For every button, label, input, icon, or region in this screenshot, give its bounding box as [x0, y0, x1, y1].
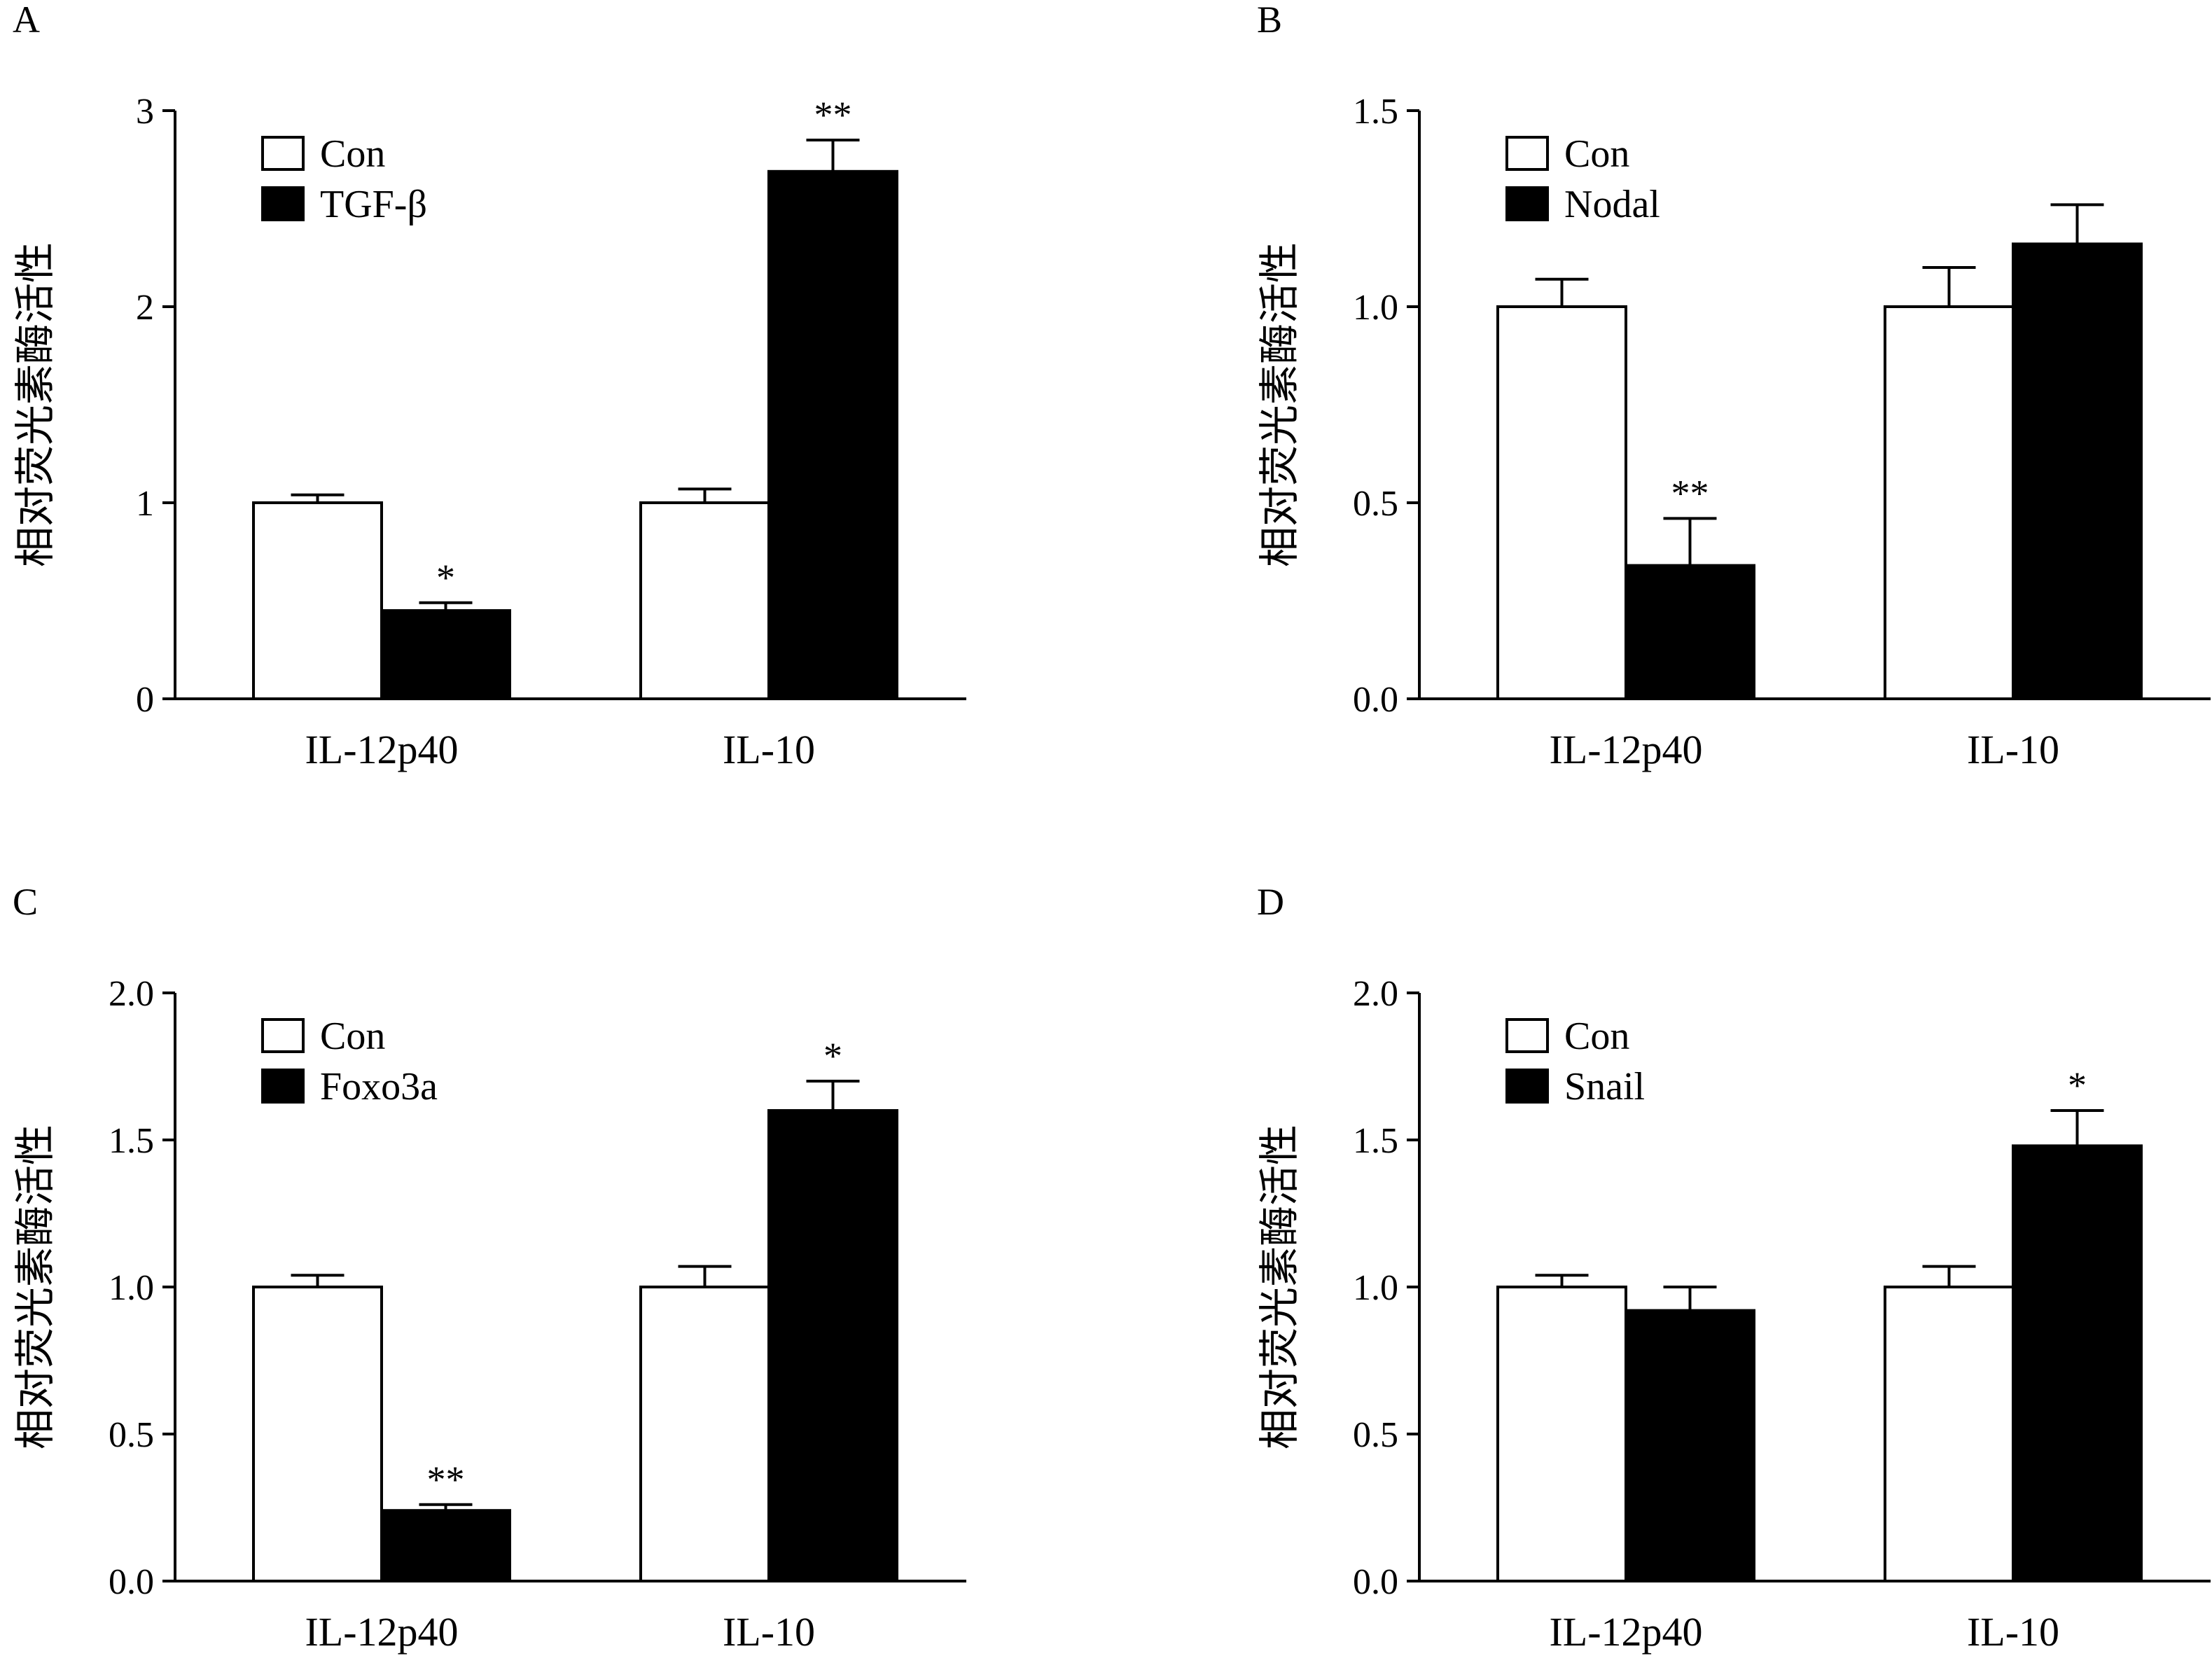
y-axis-label: 相对荧光素酶活性	[13, 242, 58, 567]
x-tick-label: IL-12p40	[305, 727, 458, 772]
y-tick-label: 0.5	[1353, 1415, 1398, 1455]
bar-con-il10	[1884, 1286, 2015, 1582]
bar-snail-il10	[2012, 1144, 2143, 1582]
bar-con-il12p40	[252, 1286, 383, 1582]
bar-nodal-il12p40	[1625, 564, 1755, 700]
bar-con-il12p40	[1496, 1286, 1627, 1582]
y-tick-label: 1	[136, 484, 154, 524]
chart-panel-c: C 0.0 0.5 1.0 1.5 2.0 相对荧光素酶活性 ** IL-12p40 * IL-10…	[13, 881, 966, 1655]
y-tick-label: 1.5	[1353, 92, 1398, 132]
x-tick-label: IL-12p40	[1549, 1609, 1702, 1655]
bar-nodal-il10	[2012, 242, 2143, 700]
bar-tgf-il12p40	[380, 609, 511, 700]
legend-swatch	[1505, 136, 1549, 171]
legend-label: TGF-β	[320, 183, 427, 226]
chart-panel-d: D 0.0 0.5 1.0 1.5 2.0 相对荧光素酶活性 IL-12p40 * IL-10 Co…	[1257, 881, 2211, 1655]
y-tick-label: 1.0	[1353, 1268, 1398, 1308]
panel-label: C	[13, 881, 38, 923]
panel-label: A	[13, 0, 40, 41]
bar-con-il12p40	[252, 501, 383, 700]
significance-label: *	[2068, 1064, 2087, 1106]
y-tick-label: 0.5	[1353, 484, 1398, 524]
y-tick-label: 0.0	[109, 1562, 154, 1602]
legend-swatch	[261, 136, 305, 171]
legend-swatch	[261, 1069, 305, 1104]
x-tick-label: IL-10	[1967, 1609, 2059, 1655]
x-tick-label: IL-10	[1967, 727, 2059, 772]
chart-panel-b: B 0.0 0.5 1.0 1.5 相对荧光素酶活性 ** IL-12p40 IL-10 Con N…	[1257, 0, 2211, 772]
x-tick-label: IL-12p40	[305, 1609, 458, 1655]
y-tick-label: 0.0	[1353, 680, 1398, 720]
y-axis-label: 相对荧光素酶活性	[1257, 1125, 1302, 1449]
legend-label: Nodal	[1564, 183, 1660, 226]
panel-label: D	[1257, 881, 1284, 923]
bar-con-il10	[639, 501, 770, 700]
significance-label: *	[823, 1035, 842, 1077]
legend-swatch	[261, 1018, 305, 1053]
legend-label: Snail	[1564, 1065, 1645, 1108]
y-axis-label: 相对荧光素酶活性	[1257, 242, 1302, 567]
legend-label: Con	[320, 1015, 385, 1058]
legend-label: Con	[1564, 132, 1629, 176]
bar-foxo3a-il10	[767, 1109, 898, 1582]
bar-tgf-il10	[767, 169, 898, 701]
y-axis-label: 相对荧光素酶活性	[13, 1125, 58, 1449]
y-tick-label: 0.5	[109, 1415, 154, 1455]
bar-snail-il12p40	[1625, 1309, 1755, 1582]
legend-swatch	[261, 186, 305, 221]
chart-panel-a: A 0 1 2 3 相对荧光素酶活性 * IL-12p40 ** IL-10 Con TGF-β	[13, 0, 966, 772]
bar-con-il10	[1884, 305, 2015, 700]
legend-label: Con	[320, 132, 385, 176]
significance-label: **	[1671, 472, 1709, 514]
bar-con-il10	[639, 1286, 770, 1582]
legend-swatch	[1505, 1018, 1549, 1053]
y-tick-label: 3	[136, 92, 154, 132]
x-tick-label: IL-10	[723, 1609, 815, 1655]
y-tick-label: 0.0	[1353, 1562, 1398, 1602]
significance-label: *	[436, 557, 455, 599]
legend-swatch	[1505, 186, 1549, 221]
legend-swatch	[1505, 1069, 1549, 1104]
y-tick-label: 1.0	[1353, 288, 1398, 328]
significance-label: **	[814, 94, 852, 136]
y-tick-label: 2	[136, 288, 154, 328]
bar-con-il12p40	[1496, 305, 1627, 700]
y-tick-label: 1.5	[1353, 1121, 1398, 1161]
legend-label: Foxo3a	[320, 1065, 438, 1108]
legend-label: Con	[1564, 1015, 1629, 1058]
y-tick-label: 0	[136, 680, 154, 720]
significance-label: **	[427, 1459, 465, 1501]
y-tick-label: 1.0	[109, 1268, 154, 1308]
x-tick-label: IL-10	[723, 727, 815, 772]
y-tick-label: 1.5	[109, 1121, 154, 1161]
x-tick-label: IL-12p40	[1549, 727, 1702, 772]
y-tick-label: 2.0	[109, 974, 154, 1014]
y-tick-label: 2.0	[1353, 974, 1398, 1014]
panel-label: B	[1257, 0, 1282, 41]
bar-foxo3a-il12p40	[380, 1509, 511, 1583]
